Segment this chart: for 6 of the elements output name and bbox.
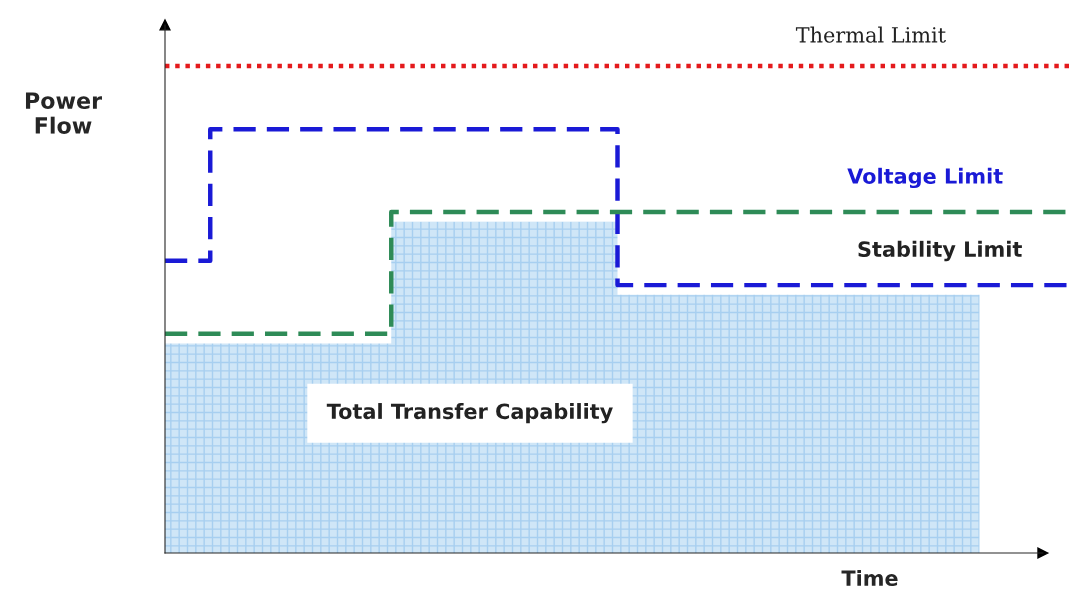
x-axis-title: Time xyxy=(841,569,898,587)
series-label: Stability Limit xyxy=(858,240,1022,262)
series-label: Total Transfer Capability xyxy=(326,403,613,424)
text: Voltage Limit xyxy=(847,167,1003,189)
y-axis-title: Power Flow xyxy=(25,92,102,134)
series-label: Thermal Limit xyxy=(795,26,946,43)
